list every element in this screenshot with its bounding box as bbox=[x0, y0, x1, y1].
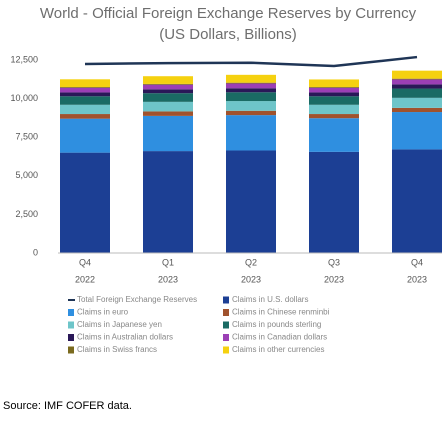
legend-swatch bbox=[68, 334, 74, 341]
bar-segment bbox=[309, 104, 359, 115]
bar-segment bbox=[143, 83, 193, 85]
bar-segment bbox=[392, 149, 442, 253]
legend-swatch bbox=[68, 309, 74, 316]
bar-segment bbox=[143, 84, 193, 90]
bar-segment bbox=[226, 83, 276, 89]
bar-segment bbox=[60, 87, 110, 88]
bar-segment bbox=[309, 87, 359, 88]
bar-segment bbox=[143, 111, 193, 116]
bar-segment bbox=[143, 93, 193, 102]
source-note: Source: IMF COFER data. bbox=[3, 400, 132, 412]
bar-segment bbox=[309, 92, 359, 97]
bar-segment bbox=[143, 151, 193, 253]
y-tick-label: 12,500 bbox=[10, 54, 38, 64]
legend-swatch bbox=[223, 346, 229, 354]
bar-segment bbox=[60, 96, 110, 105]
bar-segment bbox=[392, 84, 442, 89]
x-tick-label: Q3 bbox=[328, 257, 340, 267]
bar-segment bbox=[143, 115, 193, 152]
y-tick-label: 7,500 bbox=[15, 132, 38, 142]
legend-swatch bbox=[223, 334, 229, 341]
legend-swatch bbox=[223, 309, 229, 316]
legend-label: Claims in Canadian dollars bbox=[232, 333, 327, 342]
legend-label: Claims in Chinese renminbi bbox=[232, 308, 330, 317]
bar-segment bbox=[309, 118, 359, 152]
x-tick-label: Q4 bbox=[411, 257, 423, 267]
bar-segment bbox=[392, 70, 442, 79]
bar-segment bbox=[226, 74, 276, 83]
legend-label: Claims in Swiss francs bbox=[77, 345, 157, 354]
bar-segment bbox=[60, 104, 110, 115]
x-tick-label: Q1 bbox=[162, 257, 174, 267]
bar-segment bbox=[60, 87, 110, 93]
bar-segment bbox=[392, 78, 442, 80]
bar-segment bbox=[226, 82, 276, 84]
x-tick-label: 2023 bbox=[158, 274, 178, 284]
bar-segment bbox=[143, 89, 193, 94]
bar-segment bbox=[143, 101, 193, 112]
x-tick-label: 2022 bbox=[75, 274, 95, 284]
bar-segment bbox=[60, 152, 110, 253]
legend-label: Claims in U.S. dollars bbox=[232, 295, 308, 304]
bar-segment bbox=[309, 79, 359, 88]
bar-segment bbox=[226, 92, 276, 102]
x-tick-label: Q4 bbox=[79, 257, 91, 267]
legend-swatch bbox=[223, 296, 229, 304]
y-tick-label: 0 bbox=[33, 247, 38, 257]
legend-swatch bbox=[223, 321, 229, 329]
legend-label: Total Foreign Exchange Reserves bbox=[77, 295, 197, 304]
x-tick-label: 2023 bbox=[241, 274, 261, 284]
bar-segment bbox=[309, 96, 359, 105]
legend-swatch bbox=[68, 321, 74, 329]
bar-segment bbox=[392, 107, 442, 113]
bar-segment bbox=[309, 151, 359, 253]
chart-subtitle: (US Dollars, Billions) bbox=[159, 26, 297, 43]
bar-segment bbox=[226, 115, 276, 151]
bar-segment bbox=[309, 87, 359, 93]
legend-label: Claims in euro bbox=[77, 308, 129, 317]
bar-segment bbox=[309, 114, 359, 119]
y-tick-label: 2,500 bbox=[15, 209, 38, 219]
x-tick-label: 2023 bbox=[407, 274, 427, 284]
legend-label: Claims in Australian dollars bbox=[77, 333, 173, 342]
bar-segment bbox=[392, 79, 442, 85]
bar-segment bbox=[60, 118, 110, 153]
legend-label: Claims in Japanese yen bbox=[77, 320, 162, 329]
y-tick-label: 10,000 bbox=[10, 93, 38, 103]
legend-label: Claims in pounds sterling bbox=[232, 320, 321, 329]
bar-segment bbox=[392, 97, 442, 108]
bar-segment bbox=[226, 101, 276, 111]
total-line bbox=[84, 55, 418, 68]
bar-segment bbox=[143, 76, 193, 84]
x-tick-label: 2023 bbox=[324, 274, 344, 284]
bar-segment bbox=[60, 79, 110, 88]
bar-segment bbox=[226, 110, 276, 116]
y-tick-label: 5,000 bbox=[15, 170, 38, 180]
legend-swatch bbox=[68, 346, 74, 354]
bar-segment bbox=[60, 114, 110, 119]
bar-segment bbox=[392, 112, 442, 150]
bar-segment bbox=[60, 92, 110, 97]
x-tick-label: Q2 bbox=[245, 257, 257, 267]
bar-segment bbox=[226, 88, 276, 93]
bar-segment bbox=[226, 150, 276, 253]
legend-label: Claims in other currencies bbox=[232, 345, 324, 354]
chart-title: World - Official Foreign Exchange Reserv… bbox=[40, 5, 417, 22]
bar-segment bbox=[392, 88, 442, 98]
